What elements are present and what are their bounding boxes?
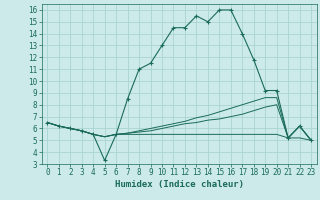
X-axis label: Humidex (Indice chaleur): Humidex (Indice chaleur) [115, 180, 244, 189]
